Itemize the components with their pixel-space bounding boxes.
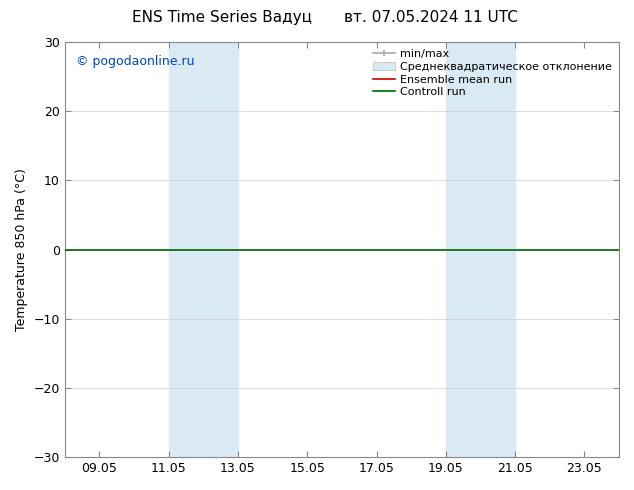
Legend: min/max, Среднеквадратическое отклонение, Ensemble mean run, Controll run: min/max, Среднеквадратическое отклонение… [370,46,616,101]
Bar [169,42,238,457]
Y-axis label: Temperature 850 hPa (°C): Temperature 850 hPa (°C) [15,168,28,331]
Bar [446,42,515,457]
Text: © pogodaonline.ru: © pogodaonline.ru [76,54,195,68]
Text: вт. 07.05.2024 11 UTC: вт. 07.05.2024 11 UTC [344,10,518,25]
Text: ENS Time Series Вадуц: ENS Time Series Вадуц [132,10,312,25]
